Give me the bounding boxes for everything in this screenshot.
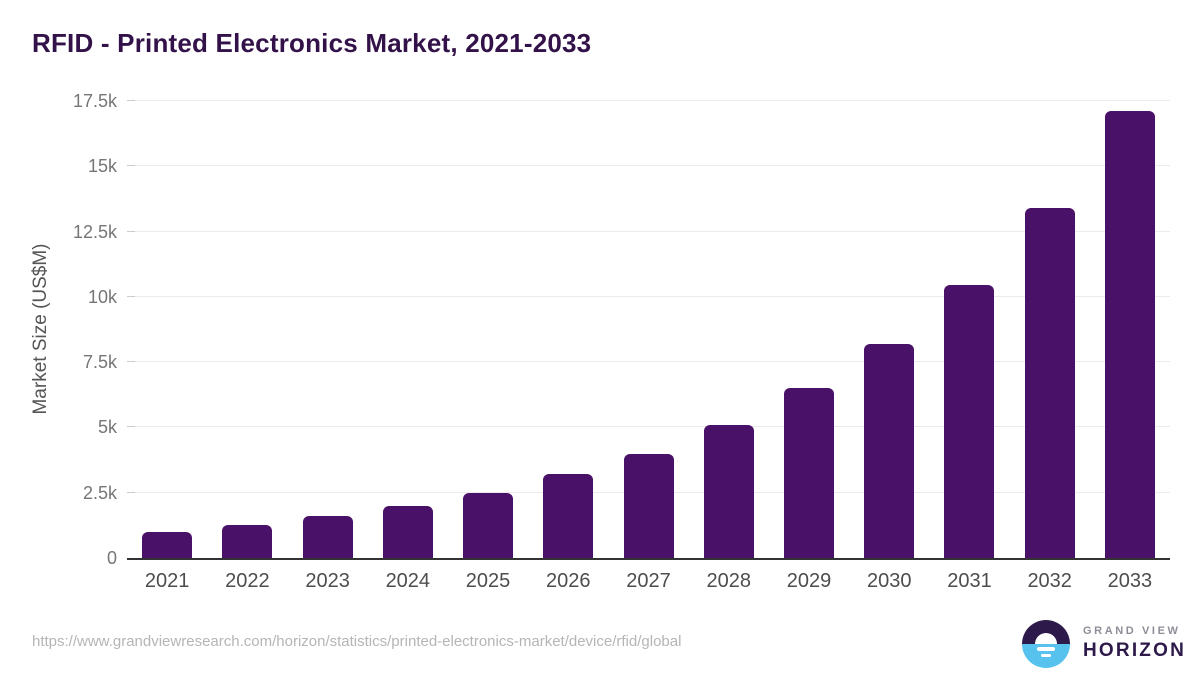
bar-2030 (849, 101, 929, 558)
x-tick-label-2030: 2030 (866, 570, 912, 592)
y-tick-label-17.5k: 17.5k (72, 91, 117, 111)
x-axis-line (127, 558, 1170, 560)
bar-rect-2021 (142, 531, 193, 558)
plot-area (127, 100, 1170, 560)
bar-2032 (1010, 101, 1090, 558)
y-tick-label-7.5k: 7.5k (82, 352, 117, 373)
bar-rect-2030 (864, 343, 915, 558)
gridline-10k (127, 295, 1170, 297)
logo-horizon-line (1037, 647, 1055, 651)
x-tick-label-2022: 2022 (225, 570, 270, 592)
bar-rect-2027 (623, 453, 674, 558)
y-tick-label-12.5k: 12.5k (72, 221, 117, 242)
bar-rect-2028 (703, 424, 754, 558)
bar-rect-2026 (543, 474, 594, 558)
bar-rect-2032 (1024, 208, 1075, 558)
source-url: https://www.grandviewresearch.com/horizo… (32, 633, 682, 650)
bar-series (127, 101, 1170, 558)
x-tick-label-2028: 2028 (706, 570, 752, 592)
x-tick-label-2032: 2032 (1027, 570, 1072, 592)
brand-name-top: GRAND VIEW (1083, 625, 1181, 637)
y-tick-label-2.5k: 2.5k (82, 482, 117, 503)
sunrise-horizon-icon (1022, 620, 1070, 668)
x-tick-label-2029: 2029 (786, 570, 832, 592)
gridline-12.5k (127, 230, 1170, 232)
bar-2028 (689, 101, 769, 558)
gridline-15k (127, 165, 1170, 167)
bar-rect-2031 (944, 285, 995, 558)
brand-logo: GRAND VIEW HORIZON (1022, 620, 1184, 668)
bar-rect-2024 (382, 505, 433, 558)
x-axis-tick-labels: 2021 2022 2023 2024 2025 2026 2027 2028 2029 2030… (127, 570, 1170, 593)
x-tick-label-2027: 2027 (626, 570, 671, 592)
bar-rect-2022 (222, 525, 273, 558)
bar-2026 (528, 101, 608, 558)
bar-rect-2033 (1104, 111, 1155, 558)
bar-2031 (929, 101, 1009, 558)
bar-rect-2025 (463, 492, 514, 558)
bar-2022 (207, 101, 287, 558)
gridline-7.5k (127, 361, 1170, 363)
bar-2025 (448, 101, 528, 558)
x-tick-label-2026: 2026 (546, 570, 591, 592)
x-tick-label-2021: 2021 (144, 570, 190, 592)
bar-2029 (769, 101, 849, 558)
bar-2033 (1090, 101, 1170, 558)
bar-rect-2029 (783, 388, 834, 558)
logo-arch-shape (1035, 633, 1057, 644)
bar-2021 (127, 101, 207, 558)
bar-rect-2023 (302, 516, 353, 558)
gridline-17.5k (127, 100, 1170, 101)
x-tick-label-2023: 2023 (305, 570, 350, 592)
brand-text: GRAND VIEW HORIZON (1083, 625, 1186, 662)
y-tick-label-5k: 5k (97, 417, 117, 438)
chart-title: RFID - Printed Electronics Market, 2021-… (32, 28, 592, 58)
x-tick-label-2033: 2033 (1107, 570, 1153, 592)
bar-2024 (368, 101, 448, 558)
brand-name-bottom: HORIZON (1083, 640, 1187, 661)
logo-horizon-line-small (1041, 654, 1051, 657)
x-tick-label-2024: 2024 (385, 570, 431, 592)
x-tick-label-2025: 2025 (465, 570, 511, 592)
y-axis-tick-labels: 0 2.5k 5k 7.5k 10k 12.5k 15k 17.5k (0, 92, 117, 567)
bar-2023 (287, 101, 367, 558)
bar-2027 (608, 101, 688, 558)
y-tick-label-10k: 10k (87, 286, 117, 307)
y-tick-label-15k: 15k (87, 156, 117, 177)
x-tick-label-2031: 2031 (947, 570, 992, 592)
gridline-5k (127, 426, 1170, 428)
y-tick-label-0: 0 (106, 548, 117, 568)
